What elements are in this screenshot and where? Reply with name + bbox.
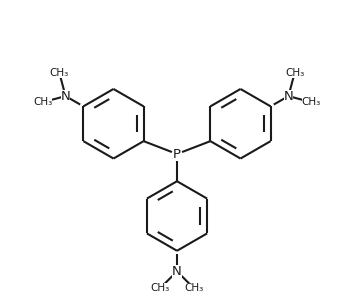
Text: N: N bbox=[284, 90, 293, 103]
Text: CH₃: CH₃ bbox=[184, 283, 203, 293]
Text: CH₃: CH₃ bbox=[151, 283, 170, 293]
Text: N: N bbox=[61, 90, 70, 103]
Text: CH₃: CH₃ bbox=[285, 68, 304, 78]
Text: CH₃: CH₃ bbox=[302, 97, 321, 107]
Text: CH₃: CH₃ bbox=[50, 68, 69, 78]
Text: CH₃: CH₃ bbox=[33, 97, 52, 107]
Text: N: N bbox=[172, 265, 182, 278]
Text: P: P bbox=[173, 148, 181, 160]
